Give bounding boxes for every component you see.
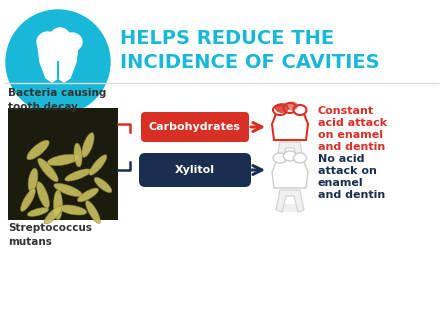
FancyBboxPatch shape bbox=[8, 108, 118, 220]
Ellipse shape bbox=[89, 155, 107, 175]
Ellipse shape bbox=[286, 101, 298, 110]
Text: Bacteria causing: Bacteria causing bbox=[8, 88, 106, 98]
Text: Xylitol: Xylitol bbox=[175, 165, 215, 175]
Ellipse shape bbox=[275, 156, 305, 164]
Ellipse shape bbox=[78, 188, 99, 202]
Polygon shape bbox=[272, 110, 308, 140]
Ellipse shape bbox=[284, 103, 296, 113]
Ellipse shape bbox=[54, 183, 82, 197]
Circle shape bbox=[6, 10, 110, 114]
Ellipse shape bbox=[37, 182, 49, 208]
Ellipse shape bbox=[85, 201, 101, 223]
Ellipse shape bbox=[294, 105, 307, 115]
Text: enamel: enamel bbox=[318, 178, 364, 188]
Polygon shape bbox=[272, 158, 308, 188]
Text: HELPS REDUCE THE: HELPS REDUCE THE bbox=[120, 29, 334, 49]
Text: and dentin: and dentin bbox=[318, 142, 385, 152]
Ellipse shape bbox=[273, 153, 287, 163]
Ellipse shape bbox=[275, 204, 305, 212]
Ellipse shape bbox=[27, 140, 49, 160]
Ellipse shape bbox=[28, 168, 38, 192]
Ellipse shape bbox=[54, 190, 62, 220]
FancyBboxPatch shape bbox=[141, 112, 249, 142]
Ellipse shape bbox=[21, 188, 35, 212]
Ellipse shape bbox=[82, 133, 94, 157]
Ellipse shape bbox=[284, 151, 296, 161]
Text: mutans: mutans bbox=[8, 237, 52, 247]
Text: acid attack: acid attack bbox=[318, 118, 387, 128]
Ellipse shape bbox=[94, 177, 112, 193]
Ellipse shape bbox=[44, 206, 62, 224]
Ellipse shape bbox=[37, 32, 59, 52]
Ellipse shape bbox=[275, 103, 289, 113]
Text: tooth decay: tooth decay bbox=[8, 102, 78, 112]
Polygon shape bbox=[38, 46, 78, 82]
Polygon shape bbox=[276, 190, 304, 212]
Text: No acid: No acid bbox=[318, 154, 365, 164]
Text: on enamel: on enamel bbox=[318, 130, 383, 140]
Ellipse shape bbox=[59, 205, 87, 215]
Ellipse shape bbox=[65, 169, 91, 181]
Ellipse shape bbox=[27, 208, 49, 216]
Ellipse shape bbox=[47, 154, 79, 166]
Text: INCIDENCE OF CAVITIES: INCIDENCE OF CAVITIES bbox=[120, 52, 380, 71]
Ellipse shape bbox=[294, 153, 307, 163]
Text: Constant: Constant bbox=[318, 106, 374, 116]
Ellipse shape bbox=[62, 33, 82, 51]
Text: and dentin: and dentin bbox=[318, 190, 385, 200]
Polygon shape bbox=[276, 142, 304, 164]
Ellipse shape bbox=[50, 28, 70, 48]
Text: attack on: attack on bbox=[318, 166, 377, 176]
Ellipse shape bbox=[38, 158, 58, 182]
FancyBboxPatch shape bbox=[139, 153, 251, 187]
Ellipse shape bbox=[273, 105, 287, 115]
Text: Carbohydrates: Carbohydrates bbox=[149, 122, 241, 132]
Text: Streptococcus: Streptococcus bbox=[8, 223, 92, 233]
Ellipse shape bbox=[74, 143, 82, 167]
